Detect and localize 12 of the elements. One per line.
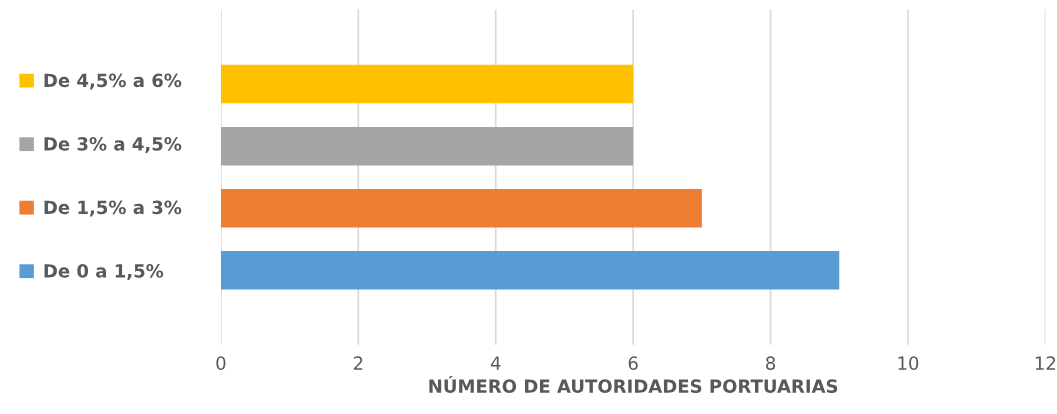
x-axis-title: NÚMERO DE AUTORIDADES PORTUARIAS [429, 376, 838, 393]
x-tick-label: 12 [1035, 356, 1056, 370]
x-tick-label: 0 [216, 356, 226, 370]
legend-label: De 4,5% a 6% [44, 73, 182, 90]
legend-label: De 0 a 1,5% [44, 264, 164, 281]
x-tick-label: 4 [490, 356, 501, 370]
x-tick-label: 10 [898, 356, 919, 370]
x-tick-label: 6 [628, 356, 638, 370]
legend-label: De 3% a 4,5% [44, 137, 182, 153]
legend-label: De 1,5% a 3% [44, 200, 182, 217]
x-tick-label: 8 [766, 356, 776, 370]
x-tick-label: 2 [353, 356, 363, 370]
